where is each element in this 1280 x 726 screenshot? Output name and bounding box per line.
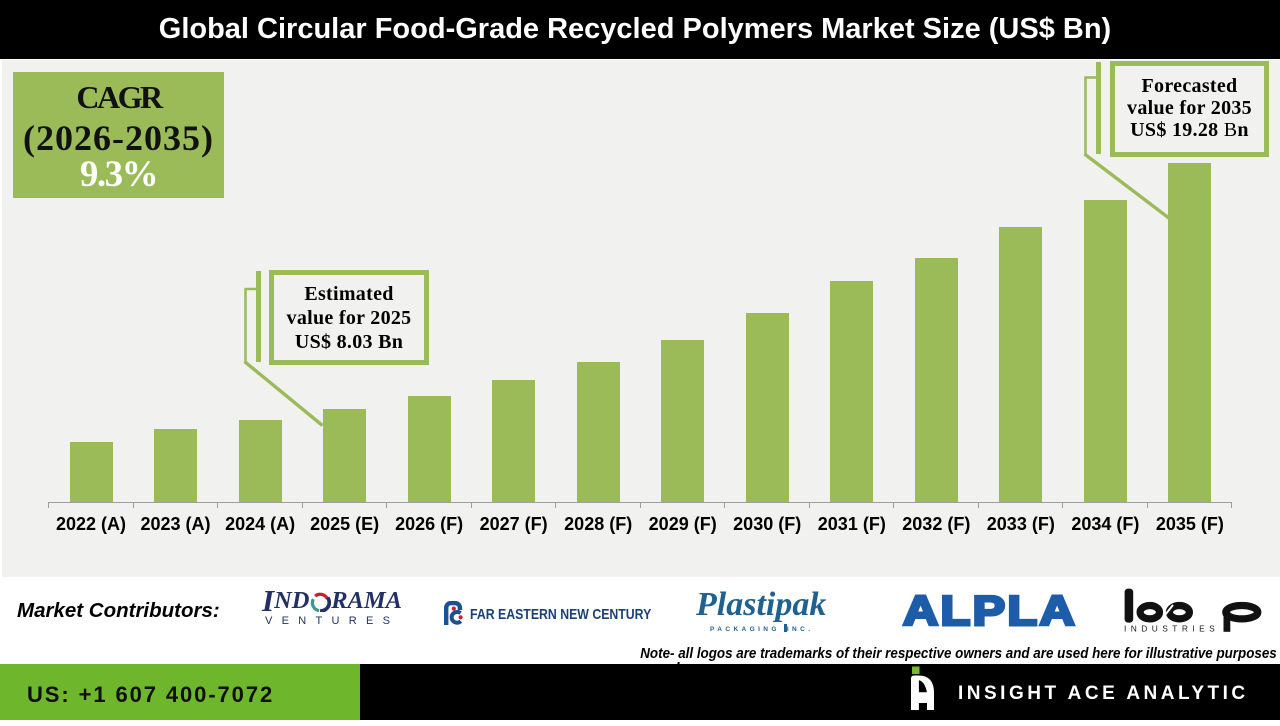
svg-text:INDUSTRIES: INDUSTRIES: [1124, 624, 1219, 634]
